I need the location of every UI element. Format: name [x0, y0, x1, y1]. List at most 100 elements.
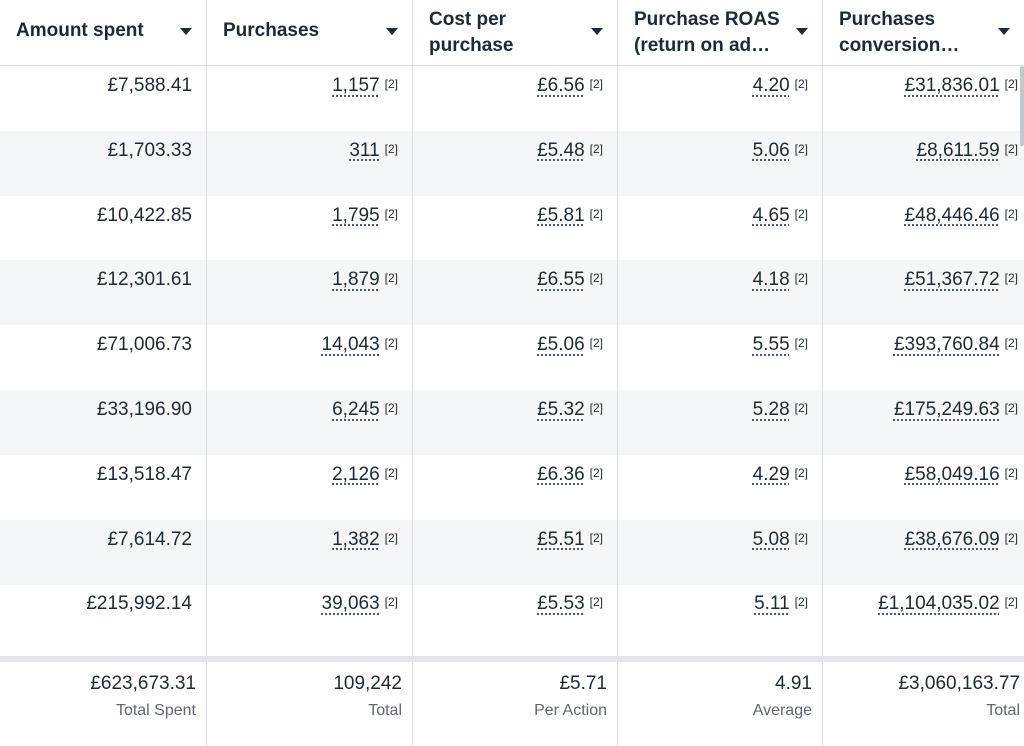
- cell-value[interactable]: 4.18: [752, 269, 790, 291]
- column-header-purchases-conversion-value[interactable]: Purchases conversion…: [823, 0, 1024, 66]
- cell-value[interactable]: 5.55: [752, 334, 790, 356]
- cell-value[interactable]: 14,043: [321, 334, 380, 356]
- caret-down-icon[interactable]: [386, 28, 398, 35]
- cell-value[interactable]: 4.20: [752, 75, 790, 96]
- cell-purchases[interactable]: 6,245 [2]: [207, 390, 413, 455]
- cell-purchase-roas[interactable]: 5.55 [2]: [618, 325, 823, 391]
- cell-value[interactable]: 6,245: [332, 399, 380, 420]
- footnote-marker: [2]: [384, 206, 398, 221]
- cell-value[interactable]: £8,611.59: [916, 139, 1000, 161]
- totals-divider: [0, 656, 1024, 662]
- cell-cost-per-purchase[interactable]: £5.32 [2]: [413, 390, 618, 455]
- cell-cost-per-purchase[interactable]: £6.55 [2]: [413, 260, 618, 326]
- total-cost-per-purchase: £5.71 Per Action: [413, 662, 618, 746]
- cell-purchases-conversion-value[interactable]: £31,836.01 [2]: [823, 66, 1024, 131]
- footnote-marker: [2]: [589, 530, 603, 545]
- cell-value[interactable]: £1,104,035.02: [878, 593, 1000, 615]
- cell-purchases[interactable]: 2,126 [2]: [207, 454, 413, 520]
- cell-cost-per-purchase[interactable]: £6.36 [2]: [413, 454, 618, 520]
- column-header-amount-spent[interactable]: Amount spent: [0, 0, 207, 66]
- cell-cost-per-purchase[interactable]: £5.81 [2]: [413, 195, 618, 261]
- cell-value[interactable]: 311: [349, 139, 380, 161]
- cell-value[interactable]: 1,157: [332, 75, 380, 96]
- table-row: £7,588.41 1,157 [2] £6.56 [2] 4.20 [2] £31,836.…: [0, 66, 1024, 131]
- table-row: £12,301.61 1,879 [2] £6.55 [2] 4.18 [2] £51,367…: [0, 260, 1024, 326]
- cell-purchases[interactable]: 1,157 [2]: [207, 66, 413, 131]
- cell-value[interactable]: 5.11: [754, 593, 790, 615]
- cell-amount-spent: £71,006.73: [0, 325, 207, 391]
- cell-value[interactable]: 2,126: [332, 463, 380, 485]
- column-header-cost-per-purchase[interactable]: Cost per purchase: [413, 0, 618, 66]
- cell-purchases-conversion-value[interactable]: £51,367.72 [2]: [823, 260, 1024, 325]
- cell-cost-per-purchase[interactable]: £6.56 [2]: [413, 66, 618, 131]
- cell-value[interactable]: £5.48: [537, 139, 585, 161]
- total-value: 4.91: [775, 673, 812, 694]
- cell-purchase-roas[interactable]: 5.06 [2]: [618, 130, 823, 196]
- cell-value[interactable]: £5.53: [537, 593, 585, 615]
- cell-value: £7,588.41: [107, 75, 192, 96]
- cell-value[interactable]: £5.51: [537, 528, 585, 550]
- cell-value[interactable]: £6.36: [537, 463, 585, 485]
- column-header-label: Cost per purchase: [429, 9, 514, 56]
- cell-value[interactable]: 5.06: [752, 139, 790, 161]
- cell-value[interactable]: £51,367.72: [904, 269, 1000, 291]
- footnote-marker: [2]: [384, 465, 398, 480]
- cell-value[interactable]: £393,760.84: [893, 334, 1000, 356]
- caret-down-icon[interactable]: [180, 28, 192, 35]
- cell-cost-per-purchase[interactable]: £5.51 [2]: [413, 519, 618, 585]
- cell-purchase-roas[interactable]: 4.29 [2]: [618, 454, 823, 520]
- cell-cost-per-purchase[interactable]: £5.53 [2]: [413, 584, 618, 650]
- vertical-scrollbar[interactable]: [1020, 66, 1024, 146]
- cell-value[interactable]: £175,249.63: [893, 399, 1000, 420]
- cell-value[interactable]: £5.06: [537, 334, 585, 356]
- cell-value[interactable]: £38,676.09: [904, 528, 1000, 550]
- cell-purchases[interactable]: 311 [2]: [207, 130, 413, 196]
- cell-value[interactable]: 5.08: [752, 528, 790, 550]
- cell-purchases[interactable]: 14,043 [2]: [207, 325, 413, 391]
- cell-value[interactable]: 39,063: [321, 593, 380, 615]
- cell-cost-per-purchase[interactable]: £5.48 [2]: [413, 130, 618, 196]
- caret-down-icon[interactable]: [591, 28, 603, 35]
- cell-purchase-roas[interactable]: 5.11 [2]: [618, 584, 823, 650]
- cell-purchase-roas[interactable]: 4.20 [2]: [618, 66, 823, 131]
- cell-value[interactable]: 1,879: [332, 269, 380, 291]
- cell-value[interactable]: £48,446.46: [904, 204, 1000, 226]
- cell-value[interactable]: £6.55: [537, 269, 585, 291]
- cell-value[interactable]: £31,836.01: [904, 75, 1000, 96]
- cell-purchases[interactable]: 39,063 [2]: [207, 584, 413, 650]
- cell-cost-per-purchase[interactable]: £5.06 [2]: [413, 325, 618, 391]
- cell-value[interactable]: £5.81: [537, 204, 585, 226]
- cell-purchase-roas[interactable]: 4.65 [2]: [618, 195, 823, 261]
- cell-purchases-conversion-value[interactable]: £1,104,035.02 [2]: [823, 584, 1024, 649]
- cell-value[interactable]: 4.29: [752, 463, 790, 485]
- total-purchases-conversion-value: £3,060,163.77 Total: [823, 662, 1024, 746]
- cell-purchase-roas[interactable]: 5.08 [2]: [618, 519, 823, 585]
- footnote-marker: [2]: [794, 530, 808, 545]
- total-value: £5.71: [559, 673, 607, 694]
- footnote-marker: [2]: [589, 141, 603, 156]
- cell-purchases-conversion-value[interactable]: £175,249.63 [2]: [823, 390, 1024, 455]
- caret-down-icon[interactable]: [796, 28, 808, 35]
- caret-down-icon[interactable]: [998, 28, 1010, 35]
- cell-value[interactable]: 5.28: [752, 399, 790, 420]
- cell-value[interactable]: £6.56: [537, 75, 585, 96]
- cell-value: £7,614.72: [107, 528, 192, 550]
- cell-purchases-conversion-value[interactable]: £58,049.16 [2]: [823, 455, 1024, 520]
- cell-value[interactable]: 1,795: [332, 204, 380, 226]
- cell-purchases[interactable]: 1,879 [2]: [207, 260, 413, 326]
- cell-purchase-roas[interactable]: 5.28 [2]: [618, 390, 823, 455]
- cell-purchases[interactable]: 1,382 [2]: [207, 519, 413, 585]
- cell-value[interactable]: £5.32: [537, 399, 585, 420]
- cell-purchases-conversion-value[interactable]: £48,446.46 [2]: [823, 196, 1024, 261]
- cell-purchases[interactable]: 1,795 [2]: [207, 195, 413, 261]
- cell-value[interactable]: £58,049.16: [904, 463, 1000, 485]
- cell-purchases-conversion-value[interactable]: £38,676.09 [2]: [823, 520, 1024, 585]
- column-header-purchases[interactable]: Purchases: [207, 0, 413, 66]
- column-header-purchase-roas[interactable]: Purchase ROAS (return on ad…: [618, 0, 823, 66]
- cell-purchases-conversion-value[interactable]: £393,760.84 [2]: [823, 325, 1024, 390]
- cell-value[interactable]: 1,382: [332, 528, 380, 550]
- total-label: Total Spent: [115, 702, 196, 719]
- cell-purchase-roas[interactable]: 4.18 [2]: [618, 260, 823, 326]
- cell-purchases-conversion-value[interactable]: £8,611.59 [2]: [823, 131, 1024, 196]
- cell-value[interactable]: 4.65: [752, 204, 790, 226]
